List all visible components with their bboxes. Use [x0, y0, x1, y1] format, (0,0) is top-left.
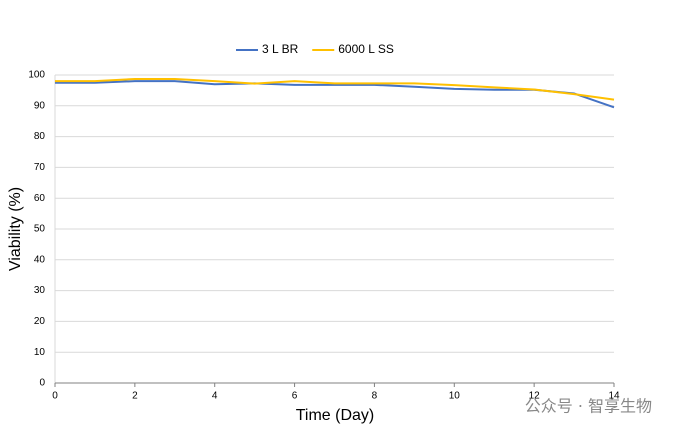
y-tick-label: 60 — [34, 193, 46, 204]
x-tick-label: 10 — [449, 391, 461, 402]
series-line — [55, 78, 615, 101]
y-tick-label: 0 — [39, 378, 45, 389]
y-axis-title: Viability (%) — [7, 187, 24, 271]
watermark: 公众号 · 智享生物 — [525, 397, 652, 416]
x-tick-label: 14 — [608, 391, 620, 402]
x-tick-label: 0 — [52, 391, 58, 402]
y-tick-label: 40 — [34, 254, 46, 265]
y-tick-label: 90 — [34, 100, 46, 111]
y-tick-label: 30 — [34, 285, 46, 296]
y-tick-label: 10 — [34, 347, 46, 358]
y-tick-label: 70 — [34, 162, 46, 173]
legend-label: 3 L BR — [262, 42, 299, 56]
x-tick-label: 4 — [212, 391, 218, 402]
y-tick-label: 80 — [34, 131, 46, 142]
y-tick-label: 50 — [34, 224, 46, 235]
x-tick-label: 2 — [132, 391, 138, 402]
x-tick-label: 8 — [372, 391, 378, 402]
y-tick-label: 20 — [34, 316, 46, 327]
legend-label: 6000 L SS — [338, 42, 394, 56]
series-line — [55, 80, 615, 109]
x-tick-label: 12 — [529, 391, 541, 402]
x-axis-title: Time (Day) — [296, 407, 375, 424]
y-tick-label: 100 — [28, 70, 45, 81]
x-tick-label: 6 — [292, 391, 298, 402]
